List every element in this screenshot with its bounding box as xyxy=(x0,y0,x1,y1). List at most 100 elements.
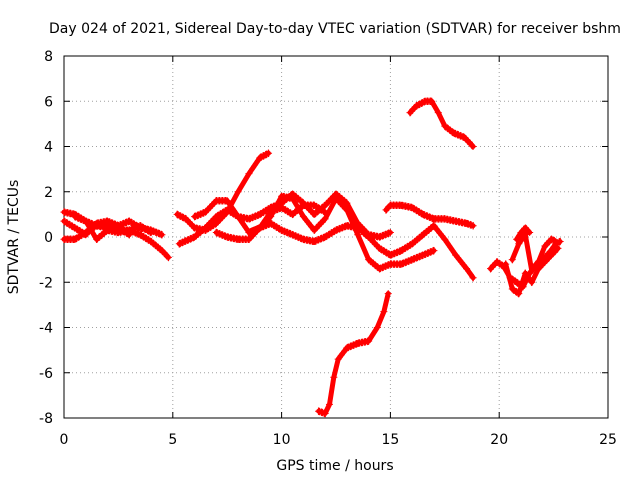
series-arc-11 xyxy=(382,201,477,230)
data-point-marker xyxy=(310,210,318,218)
series-trace-jitter xyxy=(489,243,561,291)
data-point-marker xyxy=(321,233,329,241)
data-point-marker xyxy=(376,244,384,252)
data-point-marker xyxy=(164,253,172,261)
chart-title: Day 024 of 2021, Sidereal Day-to-day VTE… xyxy=(49,21,621,37)
data-point-marker xyxy=(419,210,427,218)
y-tick-label: -2 xyxy=(39,275,53,291)
series-trace-jitter xyxy=(385,201,474,224)
data-point-marker xyxy=(441,122,449,130)
data-point-marker xyxy=(245,215,253,223)
data-point-marker xyxy=(191,213,199,221)
data-point-marker xyxy=(71,224,79,232)
data-point-marker xyxy=(288,195,296,203)
y-tick-label: 8 xyxy=(44,49,53,65)
data-point-marker xyxy=(521,231,529,239)
data-point-marker xyxy=(299,213,307,221)
series-trace-jitter xyxy=(74,218,152,244)
data-point-marker xyxy=(541,258,549,266)
data-point-marker xyxy=(299,235,307,243)
data-point-marker xyxy=(158,231,166,239)
series-arc-12 xyxy=(406,97,477,151)
data-point-marker xyxy=(382,206,390,214)
x-tick-label: 20 xyxy=(490,432,508,448)
data-point-marker xyxy=(60,235,68,243)
data-point-marker xyxy=(256,224,264,232)
data-point-marker xyxy=(515,240,523,248)
data-point-marker xyxy=(365,233,373,241)
data-point-marker xyxy=(125,217,133,225)
x-tick-label: 5 xyxy=(168,432,177,448)
data-point-marker xyxy=(278,192,286,200)
series-trace xyxy=(488,239,563,290)
data-point-marker xyxy=(441,235,449,243)
data-point-marker xyxy=(552,238,560,246)
series-trace xyxy=(383,202,476,229)
series-trace-jitter xyxy=(385,207,474,230)
data-point-marker xyxy=(234,235,242,243)
data-point-marker xyxy=(330,373,338,381)
data-point-marker xyxy=(315,407,323,415)
data-point-marker xyxy=(256,154,264,162)
data-point-marker xyxy=(365,256,373,264)
data-point-marker xyxy=(547,235,555,243)
data-point-marker xyxy=(413,102,421,110)
data-point-marker xyxy=(182,215,190,223)
series-arc-4 xyxy=(71,212,155,244)
data-point-marker xyxy=(334,355,342,363)
series-trace xyxy=(174,150,271,233)
data-point-marker xyxy=(201,224,209,232)
data-point-marker xyxy=(365,337,373,345)
data-point-marker xyxy=(147,238,155,246)
data-point-marker xyxy=(71,213,79,221)
data-point-marker xyxy=(528,278,536,286)
data-point-marker xyxy=(343,222,351,230)
series-arc-14 xyxy=(502,244,562,298)
data-point-marker xyxy=(408,240,416,248)
x-tick-label: 15 xyxy=(381,432,399,448)
data-point-marker xyxy=(406,109,414,117)
y-tick-label: -4 xyxy=(39,321,53,337)
data-point-marker xyxy=(554,244,562,252)
data-point-marker xyxy=(397,201,405,209)
data-point-marker xyxy=(212,213,220,221)
data-point-marker xyxy=(343,344,351,352)
data-point-marker xyxy=(212,197,220,205)
data-point-marker xyxy=(515,290,523,298)
data-point-marker xyxy=(521,224,529,232)
data-point-marker xyxy=(526,228,534,236)
data-point-marker xyxy=(386,201,394,209)
data-point-marker xyxy=(386,228,394,236)
series-trace-jitter xyxy=(248,225,474,282)
x-tick-label: 10 xyxy=(273,432,291,448)
data-point-marker xyxy=(223,233,231,241)
data-point-marker xyxy=(234,188,242,196)
data-point-marker xyxy=(136,222,144,230)
data-point-marker xyxy=(147,228,155,236)
data-point-marker xyxy=(428,97,436,105)
data-point-marker xyxy=(486,265,494,273)
data-point-marker xyxy=(408,204,416,212)
data-point-marker xyxy=(265,149,273,157)
series-trace xyxy=(509,232,559,274)
axis-ticks: 0 5 10 15 20 25 -8 -6 -4 -2 0 2 4 6 8 xyxy=(39,49,617,448)
data-point-marker xyxy=(354,231,362,239)
data-point-marker xyxy=(469,143,477,150)
data-point-marker xyxy=(310,226,318,234)
data-point-marker xyxy=(502,260,510,268)
y-tick-label: -6 xyxy=(39,366,53,382)
data-point-marker xyxy=(60,217,68,225)
data-point-marker xyxy=(60,208,68,216)
series-trace-jitter xyxy=(511,236,557,275)
data-point-marker xyxy=(158,247,166,255)
data-point-marker xyxy=(245,228,253,236)
y-tick-label: 0 xyxy=(44,230,53,246)
data-point-marker xyxy=(93,235,101,243)
series-trace-jitter xyxy=(409,103,474,151)
series-trace xyxy=(72,214,154,242)
data-point-marker xyxy=(517,228,525,236)
series-trace xyxy=(514,225,533,242)
data-point-marker xyxy=(71,235,79,243)
y-tick-label: -8 xyxy=(39,411,53,427)
